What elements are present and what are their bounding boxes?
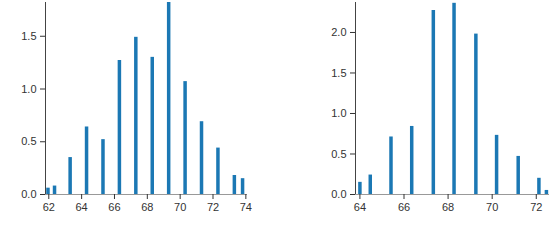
svg-text:72: 72 <box>207 201 219 213</box>
svg-text:64: 64 <box>354 201 366 213</box>
svg-text:72: 72 <box>530 201 542 213</box>
svg-text:1.5: 1.5 <box>331 67 346 79</box>
svg-text:0.5: 0.5 <box>331 148 346 160</box>
svg-text:64: 64 <box>76 201 88 213</box>
svg-text:0.5: 0.5 <box>21 135 36 147</box>
svg-text:1.0: 1.0 <box>331 107 346 119</box>
svg-text:70: 70 <box>486 201 498 213</box>
svg-text:68: 68 <box>442 201 454 213</box>
svg-text:66: 66 <box>108 201 120 213</box>
svg-text:66: 66 <box>398 201 410 213</box>
svg-text:62: 62 <box>43 201 55 213</box>
svg-text:68: 68 <box>141 201 153 213</box>
svg-text:0.0: 0.0 <box>331 188 346 200</box>
svg-text:74: 74 <box>240 201 252 213</box>
svg-text:2.0: 2.0 <box>331 26 346 38</box>
svg-text:70: 70 <box>174 201 186 213</box>
svg-text:0.0: 0.0 <box>21 188 36 200</box>
svg-text:1.0: 1.0 <box>21 83 36 95</box>
svg-text:1.5: 1.5 <box>21 30 36 42</box>
